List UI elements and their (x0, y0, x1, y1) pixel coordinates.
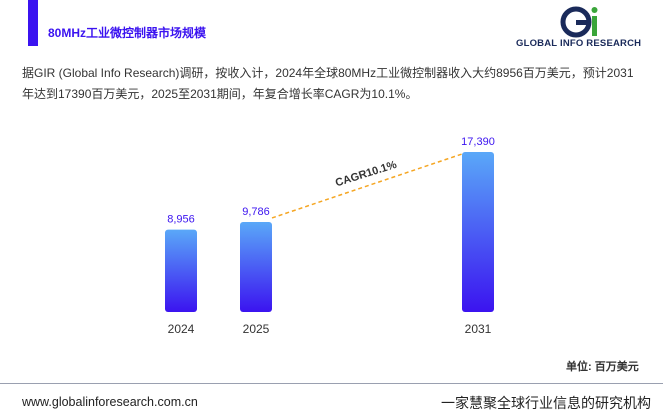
x-tick-label: 2031 (465, 322, 492, 336)
value-label: 17,390 (461, 136, 495, 148)
description: 据GIR (Global Info Research)调研，按收入计，2024年… (22, 66, 634, 101)
x-tick-label: 2025 (243, 322, 270, 336)
header-accent (28, 0, 38, 46)
unit-label: 单位: 百万美元 (566, 361, 639, 373)
value-label: 9,786 (242, 206, 270, 218)
logo-text: GLOBAL INFO RESEARCH (516, 38, 642, 49)
chart: 8,956 2024 9,786 2025 17,390 2031 CAGR10.1% (165, 136, 495, 336)
footer-website: www.globalinforesearch.com.cn (22, 395, 198, 409)
cagr-line (271, 153, 463, 219)
footer-slogan: 一家慧聚全球行业信息的研究机构 (441, 395, 651, 411)
bar (240, 221, 272, 312)
value-label: 8,956 (167, 214, 195, 226)
cagr-label: CAGR10.1% (334, 159, 398, 190)
bar (462, 152, 494, 312)
bar (165, 229, 197, 312)
footer-divider (0, 383, 663, 384)
logo-icon (560, 6, 598, 38)
x-tick-label: 2024 (168, 322, 195, 336)
header-title: 80MHz工业微控制器市场规模 (48, 26, 207, 40)
